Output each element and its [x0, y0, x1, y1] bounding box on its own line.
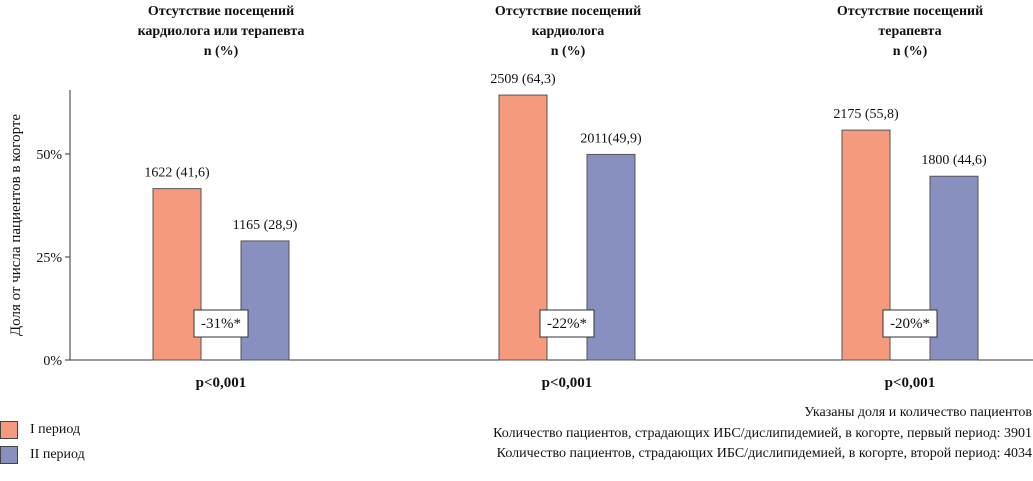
bar-2-2 — [586, 153, 636, 361]
change-label-2: -22%* — [547, 316, 587, 332]
data-label-1-1: 1622 (41,6) — [144, 166, 210, 181]
y-tick-label: 0% — [43, 354, 62, 369]
bar-1-2 — [498, 94, 548, 361]
note-second-period-cohort: Количество пациентов, страдающих ИБС/дис… — [496, 446, 1032, 461]
p-value-1: p<0,001 — [195, 375, 247, 391]
bar-1-1 — [152, 188, 202, 361]
note-shown-values: Указаны доля и количество пациентов — [804, 405, 1032, 420]
change-label-1: -31%* — [201, 316, 241, 332]
bar-1-3 — [841, 129, 891, 361]
legend-item-period-2: II период — [0, 445, 85, 465]
legend-label-period-1: I период — [30, 422, 81, 437]
bar-2-1 — [240, 240, 290, 361]
change-label-3: -20%* — [890, 316, 930, 332]
change-box-2 — [539, 309, 595, 338]
y-axis-label: Доля от числа пациентов в когорте — [8, 114, 24, 337]
group-title-3: Отсутствие посещений терапевта n (%) — [836, 4, 984, 59]
legend-swatch-period-2 — [0, 446, 18, 464]
legend-swatch-period-1 — [0, 421, 18, 439]
data-label-2-2: 2011(49,9) — [580, 131, 642, 146]
group-title-1: Отсутствие посещений кардиолога или тера… — [137, 4, 305, 59]
note-first-period-cohort: Количество пациентов, страдающих ИБС/дис… — [493, 426, 1032, 441]
bar-2-3 — [929, 175, 979, 361]
data-label-1-2: 2509 (64,3) — [490, 72, 556, 87]
data-label-2-1: 1165 (28,9) — [233, 218, 298, 233]
y-tick-label: 50% — [36, 148, 62, 163]
p-value-2: p<0,001 — [541, 375, 593, 391]
change-box-3 — [882, 309, 938, 338]
p-value-3: p<0,001 — [884, 375, 936, 391]
change-box-1 — [193, 309, 249, 338]
data-label-2-3: 1800 (44,6) — [921, 153, 987, 168]
group-title-2: Отсутствие посещений кардиолога n (%) — [494, 4, 642, 59]
legend-label-period-2: II период — [30, 447, 85, 462]
legend-item-period-1: I период — [0, 420, 80, 440]
data-label-1-3: 2175 (55,8) — [833, 107, 899, 122]
y-tick-label: 25% — [36, 251, 62, 266]
